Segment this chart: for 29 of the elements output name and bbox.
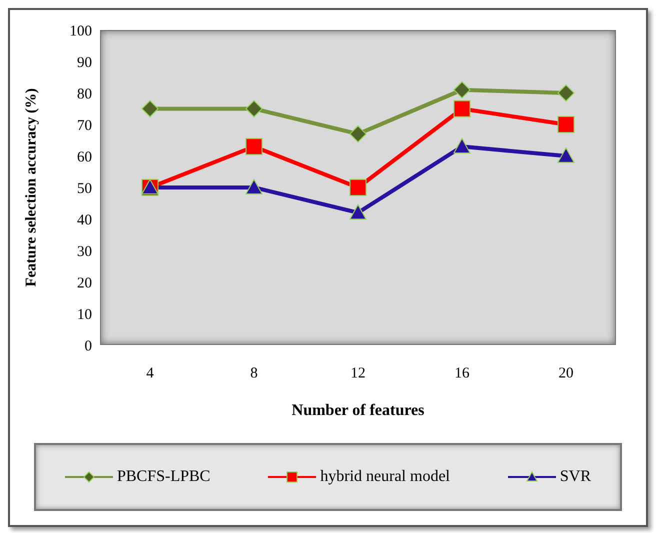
x-tick-label: 16 bbox=[454, 366, 470, 382]
y-tick-label: 80 bbox=[77, 86, 92, 102]
legend-label: PBCFS-LPBC bbox=[116, 468, 210, 486]
y-tick-label: 70 bbox=[77, 118, 92, 134]
point bbox=[454, 138, 470, 154]
point bbox=[350, 179, 366, 196]
x-tick-label: 4 bbox=[146, 366, 154, 382]
y-tick-label: 10 bbox=[77, 306, 92, 323]
x-tick-label: 20 bbox=[558, 366, 574, 382]
point bbox=[246, 138, 262, 156]
y-tick-label: 40 bbox=[77, 212, 92, 228]
point bbox=[246, 179, 262, 194]
legend-label: hybrid neural model bbox=[320, 468, 450, 486]
y-tick-label: 30 bbox=[77, 244, 92, 260]
y-axis-title: Feature selection accuracy (%) bbox=[23, 88, 40, 287]
y-tick-label: 60 bbox=[77, 149, 92, 166]
x-axis-title: Number of features bbox=[292, 402, 424, 419]
point bbox=[350, 204, 366, 220]
y-tick-label: 50 bbox=[77, 180, 92, 197]
point bbox=[454, 100, 470, 118]
y-tick-label: 100 bbox=[70, 23, 92, 40]
y-tick-label: 20 bbox=[77, 275, 92, 292]
y-tick-label: 90 bbox=[77, 54, 92, 71]
legend-label: SVR bbox=[560, 468, 592, 486]
y-tick-label: 0 bbox=[84, 338, 92, 354]
point bbox=[558, 148, 574, 163]
point bbox=[558, 116, 574, 133]
x-tick-label: 8 bbox=[250, 366, 258, 382]
x-tick-label: 12 bbox=[350, 366, 366, 382]
